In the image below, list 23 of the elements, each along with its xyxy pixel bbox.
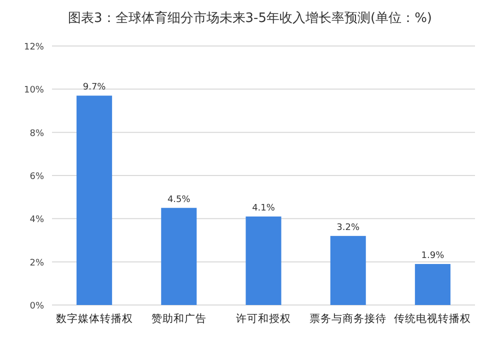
bar <box>414 264 450 305</box>
y-tick-label: 8% <box>30 128 44 139</box>
y-tick-label: 10% <box>24 86 44 96</box>
x-tick-label: 赞助和广告 <box>151 312 206 325</box>
x-tick-label: 传统电视转播权 <box>394 312 472 325</box>
chart-title: 图表3：全球体育细分市场未来3-5年收入增长率预测(单位：%) <box>68 10 432 26</box>
y-tick-label: 2% <box>30 258 44 268</box>
bar <box>76 96 112 305</box>
x-tick-label: 许可和授权 <box>236 312 291 325</box>
y-tick-label: 4% <box>30 215 44 226</box>
x-tick-label: 票务与商务接待 <box>310 312 387 325</box>
x-tick-label: 数字媒体转播权 <box>56 312 133 325</box>
data-label: 4.1% <box>252 204 276 214</box>
data-label: 4.5% <box>167 194 191 205</box>
y-tick-label: 0% <box>30 302 44 312</box>
bar <box>246 216 282 305</box>
y-tick-label: 6% <box>30 172 44 182</box>
data-label: 3.2% <box>336 222 360 233</box>
data-label: 1.9% <box>421 250 445 261</box>
bar <box>330 236 366 305</box>
bar <box>161 208 197 305</box>
data-label: 9.7% <box>82 82 106 93</box>
y-tick-label: 12% <box>24 42 44 52</box>
